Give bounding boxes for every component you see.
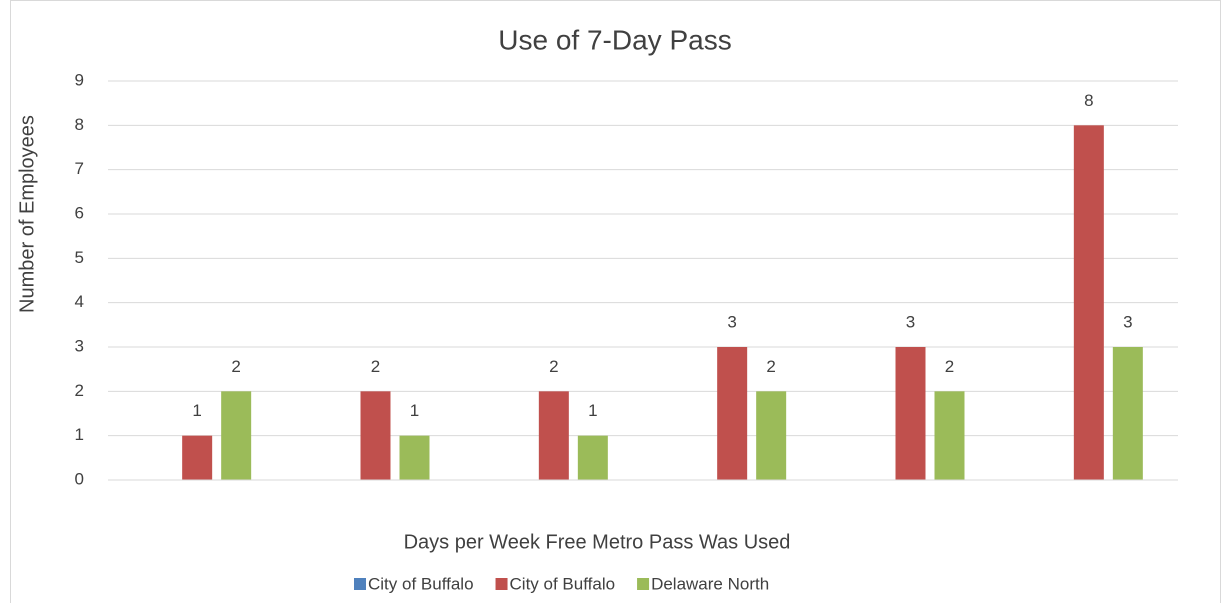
bar [756,391,787,480]
y-tick-label: 6 [75,203,84,222]
y-axis-label: Number of Employees [16,115,38,313]
chart-border [10,0,1221,603]
y-tick-label: 4 [75,292,84,311]
bar [1112,347,1143,480]
bar [1073,125,1104,480]
bar [895,347,926,480]
y-tick-label: 8 [75,115,84,134]
y-tick-label: 2 [75,381,84,400]
y-tick-label: 5 [75,248,84,267]
data-label: 1 [410,401,419,420]
data-label: 8 [1084,91,1093,110]
legend-label: City of Buffalo [368,574,474,593]
bar [577,435,608,480]
bar [221,391,252,480]
data-label: 1 [192,401,201,420]
legend-swatch [354,578,366,590]
data-label: 3 [1123,312,1132,331]
bar [360,391,391,480]
y-tick-label: 1 [75,425,84,444]
y-tick-label: 3 [75,336,84,355]
bar [182,435,213,480]
y-tick-label: 0 [75,469,84,488]
data-label: 3 [727,312,736,331]
bar [717,347,748,480]
chart-title: Use of 7-Day Pass [498,24,731,55]
y-tick-label: 7 [75,159,84,178]
bar [538,391,569,480]
y-tick-label: 9 [75,70,84,89]
data-label: 2 [945,357,954,376]
legend-swatch [495,578,508,590]
bar [934,391,965,480]
data-label: 2 [371,357,380,376]
data-label: 2 [766,357,775,376]
legend-swatch [637,578,650,590]
data-label: 2 [231,357,240,376]
x-axis-label: Days per Week Free Metro Pass Was Used [404,531,791,553]
bar [399,435,430,480]
data-label: 3 [906,312,915,331]
data-label: 1 [588,401,597,420]
legend-label: City of Buffalo [510,574,616,593]
data-label: 2 [549,357,558,376]
legend-label: Delaware North [651,574,769,593]
